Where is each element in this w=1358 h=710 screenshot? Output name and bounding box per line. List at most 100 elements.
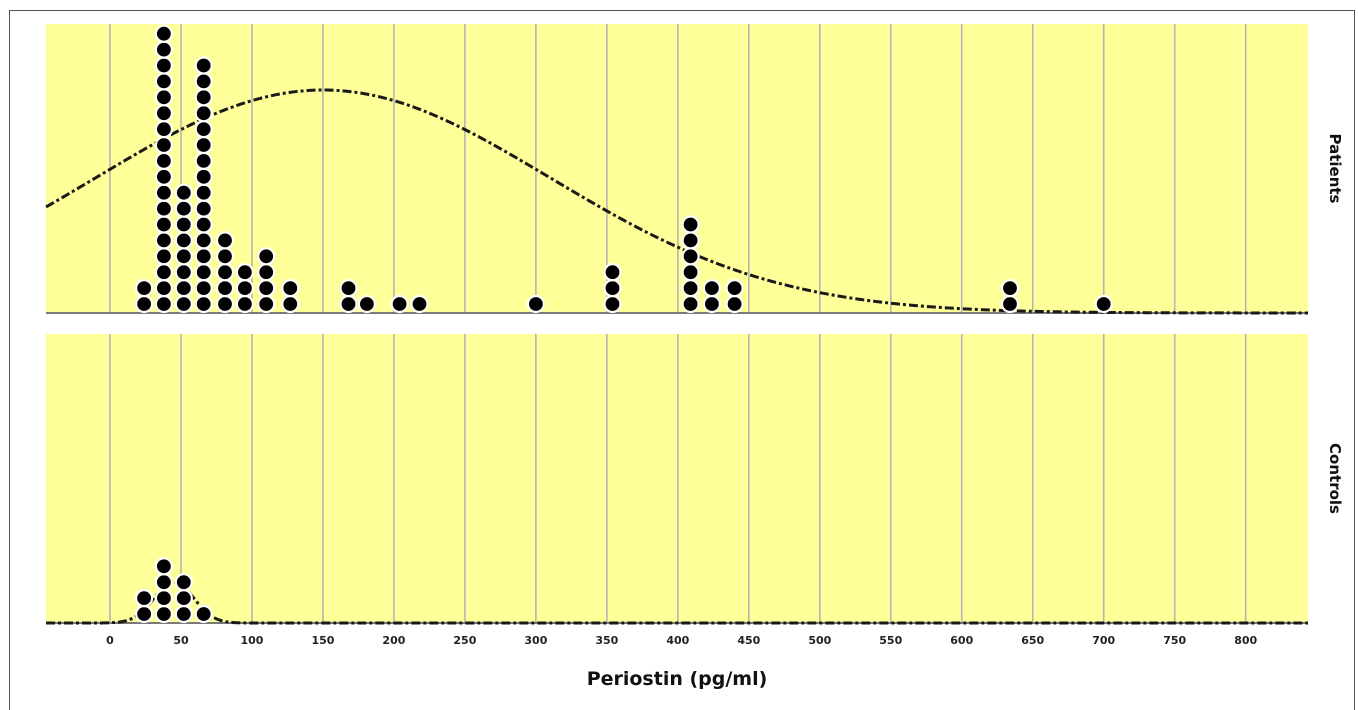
data-dot	[154, 263, 173, 282]
x-tick-label: 800	[1234, 634, 1257, 647]
data-dot	[174, 573, 193, 592]
data-dot	[154, 557, 173, 576]
data-dot	[194, 120, 213, 139]
data-dot	[526, 294, 546, 314]
data-dot	[194, 279, 213, 298]
facet-label-controls: Controls	[1326, 443, 1344, 514]
x-axis-title: Periostin (pg/ml)	[587, 668, 768, 690]
x-tick-label: 450	[737, 634, 760, 647]
data-dot	[339, 294, 358, 314]
x-tick-label: 600	[950, 634, 973, 647]
data-dot	[154, 120, 173, 139]
data-dot	[154, 135, 173, 155]
data-dot	[681, 247, 700, 266]
data-dot	[702, 294, 722, 314]
data-dot	[174, 247, 193, 266]
data-dot	[410, 294, 429, 314]
data-dot	[725, 294, 744, 314]
data-dot	[154, 279, 173, 298]
data-dot	[194, 231, 213, 250]
x-tick-label: 150	[311, 634, 334, 647]
figure-frame	[9, 10, 1355, 710]
data-dot	[135, 279, 154, 298]
data-dot	[194, 215, 213, 234]
data-dot	[154, 294, 173, 314]
data-dot	[725, 279, 744, 298]
data-dot	[1000, 294, 1020, 314]
data-dot	[154, 24, 173, 43]
data-dot	[215, 279, 235, 298]
x-tick-label: 350	[595, 634, 618, 647]
data-dot	[154, 56, 173, 75]
data-dot	[154, 72, 173, 91]
data-dot	[174, 215, 193, 234]
data-dot	[174, 199, 193, 218]
data-dot	[603, 279, 622, 298]
data-dot	[194, 167, 213, 186]
normal-curve	[45, 88, 1308, 315]
data-dot	[681, 279, 700, 298]
panel-patients: Patients	[45, 24, 1344, 315]
data-dot	[339, 279, 358, 298]
data-dot	[135, 604, 154, 624]
data-dot	[603, 294, 622, 314]
x-tick-label: 100	[240, 634, 263, 647]
data-dot	[257, 294, 276, 314]
normal-curve	[46, 580, 1308, 625]
data-dot	[154, 231, 173, 250]
panel-controls: Controls	[46, 334, 1344, 625]
data-dot	[681, 215, 700, 234]
x-tick-label: 550	[879, 634, 902, 647]
data-dot	[257, 247, 276, 266]
data-dot	[194, 247, 213, 266]
data-dot	[174, 263, 193, 282]
data-dot	[1000, 279, 1020, 298]
data-dot	[390, 294, 409, 314]
data-dot	[215, 231, 235, 250]
data-dot	[174, 279, 193, 298]
data-dot	[702, 279, 722, 298]
data-dot	[281, 294, 300, 314]
data-dot	[174, 231, 193, 250]
x-tick-label: 200	[382, 634, 405, 647]
data-dot	[154, 588, 173, 608]
data-dot	[154, 199, 173, 218]
data-dot	[135, 294, 154, 314]
data-dot	[154, 183, 173, 202]
data-dot	[194, 72, 213, 91]
data-dot	[194, 104, 213, 123]
x-tick-label: 300	[524, 634, 547, 647]
data-dot	[174, 294, 193, 314]
data-dot	[154, 104, 173, 123]
data-dot	[215, 263, 235, 282]
data-dot	[154, 604, 173, 624]
x-tick-label: 400	[666, 634, 689, 647]
data-dot	[235, 294, 254, 314]
data-dot	[681, 294, 700, 314]
x-tick-label: 500	[808, 634, 831, 647]
data-dot	[194, 56, 213, 75]
data-dot	[154, 573, 173, 592]
x-tick-label: 700	[1092, 634, 1115, 647]
x-tick-label: 250	[453, 634, 476, 647]
data-dot	[681, 263, 700, 282]
data-dot	[215, 247, 235, 266]
data-dot	[257, 279, 276, 298]
data-dot	[154, 40, 173, 59]
data-dot	[135, 588, 154, 608]
x-tick-label: 0	[106, 634, 114, 647]
data-dot	[174, 588, 193, 608]
data-dot	[154, 167, 173, 186]
data-dot	[194, 135, 213, 155]
data-dot	[681, 231, 700, 250]
data-dot	[194, 294, 213, 314]
data-dot	[194, 199, 213, 218]
x-tick-label: 650	[1021, 634, 1044, 647]
data-dot	[194, 263, 213, 282]
data-dot	[1094, 294, 1113, 314]
data-dot	[281, 279, 300, 298]
panel-background	[46, 24, 1308, 313]
x-tick-label: 50	[173, 634, 189, 647]
data-dot	[194, 151, 213, 170]
